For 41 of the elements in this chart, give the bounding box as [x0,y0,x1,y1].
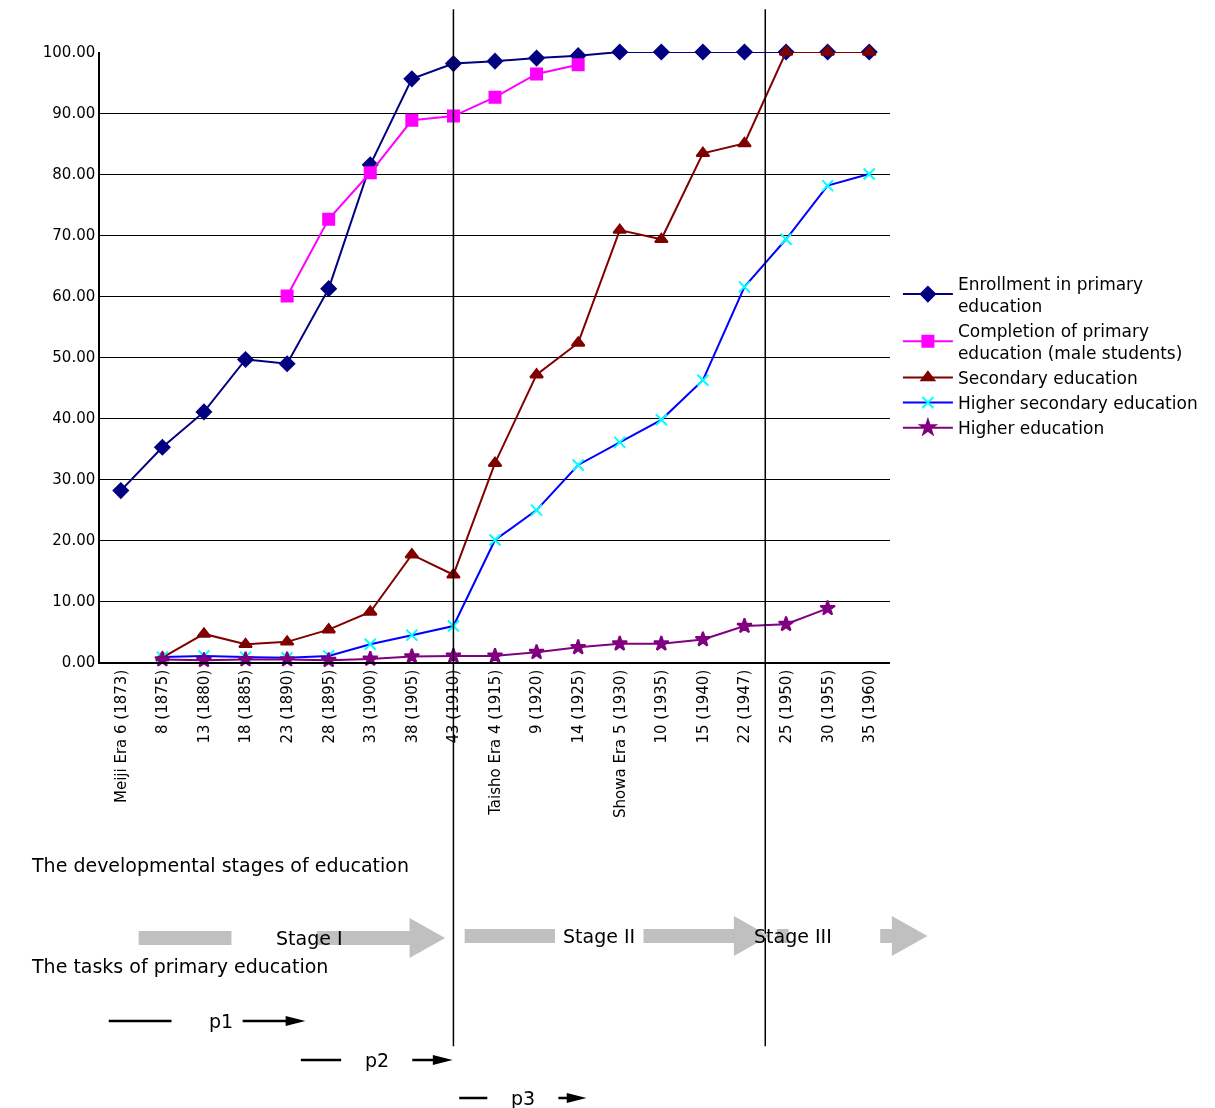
x-tick-label: 8 (1875) [153,669,172,734]
x-tick-label: 28 (1895) [319,669,338,744]
text: Stage II [563,925,636,947]
text: p2 [365,1049,390,1071]
x-tick-label: 10 (1935) [652,669,671,744]
x-tick-label: 33 (1900) [361,669,380,744]
text: p1 [209,1010,234,1032]
x-tick-label: 35 (1960) [860,669,879,744]
x-tick-label: 13 (1880) [194,669,213,744]
legend-label: Enrollment in primary education [957,273,1144,316]
y-tick-label: 10.00 [52,592,96,611]
x-tick-label: 23 (1890) [277,669,296,744]
y-tick-label: 50.00 [52,348,96,367]
y-tick-label: 20.00 [52,531,96,550]
y-tick-label: 30.00 [52,470,96,489]
x-tick-label: Showa Era 5 (1930) [610,669,629,818]
x-tick-label: 30 (1955) [818,669,837,744]
legend-label: Secondary education [957,368,1138,389]
text: The developmental stages of education [31,854,409,876]
x-tick-label: 18 (1885) [236,669,255,744]
x-tick-label: 15 (1940) [693,669,712,744]
y-tick-label: 40.00 [52,409,96,428]
y-tick-label: 70.00 [52,226,96,245]
legend-label: Higher education [957,418,1105,439]
x-tick-label: 22 (1947) [735,669,754,744]
y-tick-label: 60.00 [52,287,96,306]
y-tick-label: 0.00 [61,653,96,672]
y-tick-label: 90.00 [52,104,96,123]
text: Stage III [754,925,832,947]
legend-label: Higher secondary education [957,393,1198,414]
x-tick-label: Meiji Era 6 (1873) [111,669,130,803]
text: Stage I [276,927,343,949]
x-tick-label: 14 (1925) [569,669,588,744]
x-tick-label: Taisho Era 4 (1915) [485,669,504,816]
x-tick-label: 9 (1920) [527,669,546,734]
legend-label: Completion of primary education (male students) [957,320,1183,363]
y-tick-label: 80.00 [52,165,96,184]
y-tick-label: 100.00 [42,43,96,62]
x-tick-label: 25 (1950) [776,669,795,744]
x-tick-label: 38 (1905) [402,669,421,744]
text: The tasks of primary education [31,955,329,977]
